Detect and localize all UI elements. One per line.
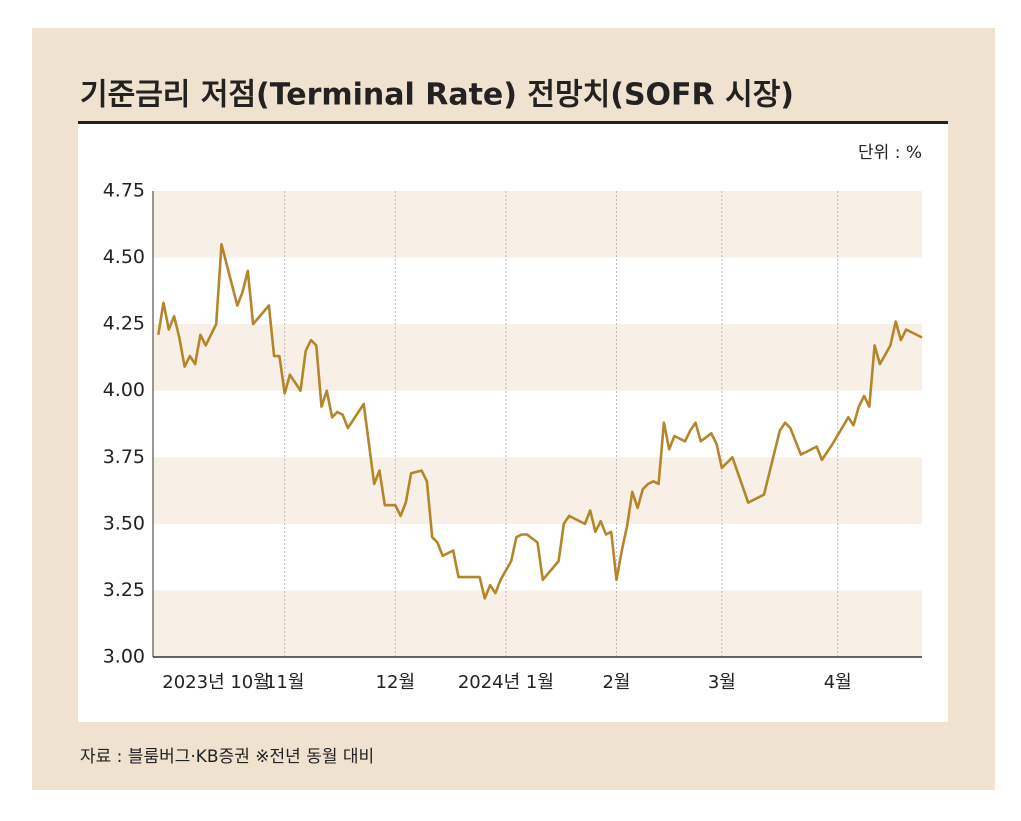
x-tick-label: 4월 [824,672,852,693]
y-tick-label: 4.75 [103,180,145,202]
y-tick-label: 3.50 [103,512,145,534]
grid-band [153,324,922,391]
x-tick-label: 11월 [265,672,304,693]
y-tick-label: 4.25 [103,313,145,335]
source-note: 자료 : 블룸버그·KB증권 ※전년 동월 대비 [80,747,374,767]
unit-label: 단위 : % [858,143,922,163]
title-rule [78,121,948,124]
y-tick-label: 3.00 [103,646,145,668]
x-tick-label: 2023년 10월 [162,672,270,693]
y-tick-label: 3.25 [103,579,145,601]
x-tick-label: 2월 [602,672,630,693]
y-tick-label: 4.00 [103,379,145,401]
chart-title: 기준금리 저점(Terminal Rate) 전망치(SOFR 시장) [80,78,794,113]
x-tick-label: 3월 [708,672,736,693]
grid-band [153,590,922,657]
y-tick-label: 3.75 [103,446,145,468]
grid-band [153,191,922,258]
series-line [157,243,923,600]
plot: 3.00 3.25 3.50 3.75 4.00 4.25 4.50 4.75 2023년 10… [103,180,923,693]
grid-band [153,457,922,524]
x-tick-label: 2024년 1월 [458,672,554,693]
x-tick-label: 12월 [376,672,415,693]
y-tick-label: 4.50 [103,246,145,268]
